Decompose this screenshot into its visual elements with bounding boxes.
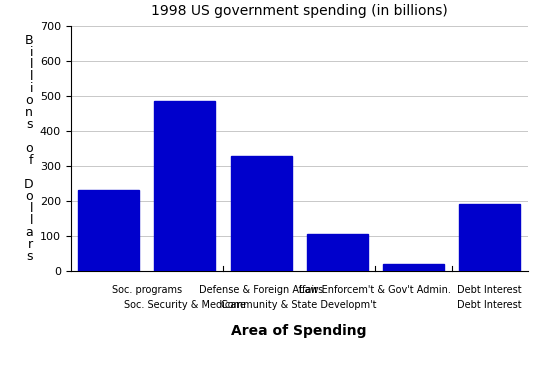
Bar	[78, 190, 139, 271]
Bar	[231, 156, 292, 271]
Title: 1998 US government spending (in billions): 1998 US government spending (in billions…	[151, 4, 448, 18]
Text: Debt Interest: Debt Interest	[458, 300, 522, 310]
Text: Soc. programs: Soc. programs	[112, 285, 182, 296]
Bar	[154, 102, 215, 271]
Text: Community & State Developm't: Community & State Developm't	[221, 300, 377, 310]
Bar	[459, 205, 520, 271]
Bar	[307, 234, 368, 271]
Y-axis label: B
i
l
l
i
o
n
s

o
f

D
o
l
l
a
r
s: B i l l i o n s o f D o l l a r s	[23, 34, 33, 263]
Text: Defense & Foreign Affairs: Defense & Foreign Affairs	[199, 285, 323, 296]
Text: Debt Interest: Debt Interest	[458, 285, 522, 296]
Text: Law Enforcem't & Gov't Admin.: Law Enforcem't & Gov't Admin.	[299, 285, 452, 296]
Text: Soc. Security & Medicare: Soc. Security & Medicare	[124, 300, 246, 310]
Bar	[383, 264, 444, 271]
Text: Area of Spending: Area of Spending	[231, 324, 367, 338]
